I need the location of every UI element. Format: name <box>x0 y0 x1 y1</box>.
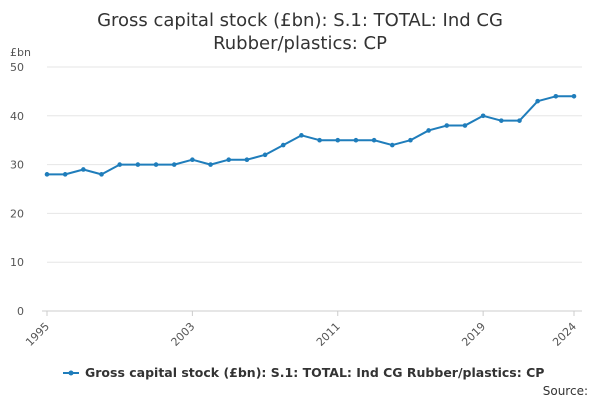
y-tick-label: 30 <box>10 159 24 172</box>
y-tick-label: 50 <box>10 61 24 74</box>
series-line <box>47 95 574 176</box>
data-point[interactable] <box>553 93 559 99</box>
data-point[interactable] <box>299 133 304 138</box>
data-point[interactable] <box>171 162 177 167</box>
data-point[interactable] <box>244 157 250 163</box>
data-point[interactable] <box>317 137 322 143</box>
series-line-group <box>44 93 577 177</box>
data-point[interactable] <box>190 157 195 163</box>
series-group <box>44 93 577 177</box>
data-point[interactable] <box>208 162 213 167</box>
y-tick-label: 40 <box>10 110 24 123</box>
source-label[interactable]: Source: <box>543 384 588 398</box>
x-tick-label: 2011 <box>314 320 343 349</box>
legend[interactable]: Gross capital stock (£bn): S.1: TOTAL: I… <box>63 365 544 380</box>
data-point[interactable] <box>480 113 486 119</box>
data-point[interactable] <box>117 162 122 167</box>
y-tick-label: 20 <box>10 207 24 220</box>
x-tick-label: 2024 <box>550 320 579 349</box>
data-point[interactable] <box>444 123 450 128</box>
data-point[interactable] <box>226 157 232 163</box>
data-point[interactable] <box>135 162 141 167</box>
x-tick-label: 1995 <box>23 320 52 349</box>
y-tick-label: 0 <box>17 305 24 318</box>
data-point[interactable] <box>280 142 286 148</box>
chart-title-line-1: Gross capital stock (£bn): S.1: TOTAL: I… <box>97 10 503 31</box>
data-point[interactable] <box>389 142 395 148</box>
y-axis-unit-label: £bn <box>10 46 31 59</box>
x-tick-label: 2003 <box>169 320 198 349</box>
legend-label: Gross capital stock (£bn): S.1: TOTAL: I… <box>85 365 544 380</box>
data-point[interactable] <box>99 172 104 177</box>
data-point[interactable] <box>535 98 540 104</box>
data-point[interactable] <box>81 167 86 172</box>
data-point[interactable] <box>153 162 159 167</box>
data-point[interactable] <box>462 123 468 128</box>
legend-swatch-marker <box>68 370 74 376</box>
data-point[interactable] <box>517 118 522 123</box>
data-point[interactable] <box>426 128 431 133</box>
data-point[interactable] <box>571 93 577 99</box>
data-point[interactable] <box>408 137 413 143</box>
chart-title-line-2: Rubber/plastics: CP <box>213 33 387 54</box>
data-point[interactable] <box>499 118 504 123</box>
data-point[interactable] <box>262 152 268 158</box>
data-point[interactable] <box>371 137 377 143</box>
y-tick-label: 10 <box>10 256 24 269</box>
data-point[interactable] <box>62 172 68 177</box>
x-tick-label: 2019 <box>459 320 488 349</box>
axes: 0 10 20 30 40 50 1995 2003 2011 2019 2024 <box>10 61 582 349</box>
data-point[interactable] <box>335 137 341 143</box>
data-point[interactable] <box>44 172 50 177</box>
data-point[interactable] <box>353 137 359 143</box>
